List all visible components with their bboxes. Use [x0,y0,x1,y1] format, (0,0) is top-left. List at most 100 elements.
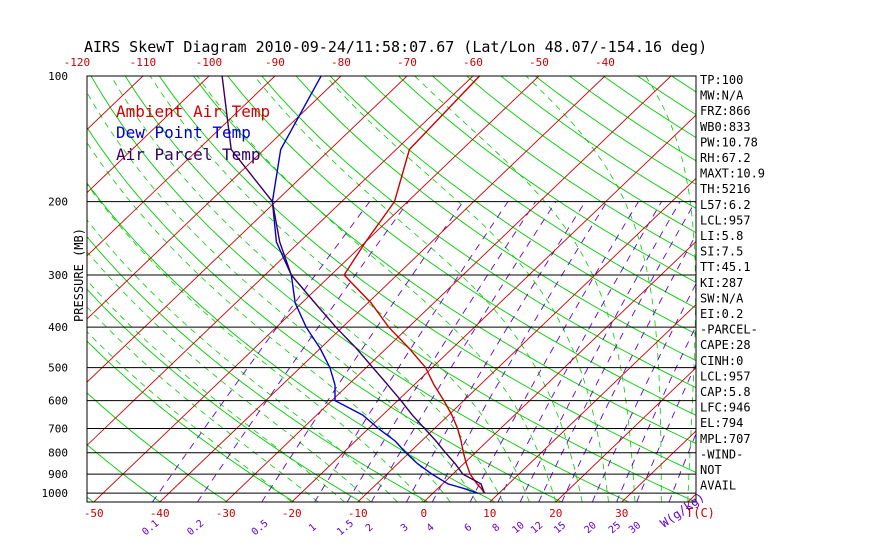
index-entry: CAPE:28 [700,338,751,352]
mixing-ratio-tick-label: 6 [463,522,475,534]
legend-dewpoint: Dew Point Temp [116,123,251,142]
mixing-ratio-line [197,201,409,502]
mixing-ratio-line [346,201,536,502]
index-entry: NOT [700,463,722,477]
isotherm-line [87,76,342,320]
dry-adiabat-line [843,76,870,502]
dry-adiabat-line [87,182,496,502]
isotherm-line [0,76,77,502]
profile-air-parcel-temp [221,76,486,494]
legend-parcel: Air Parcel Temp [116,145,261,164]
mixing-ratio-tick-label: 3 [399,522,411,534]
legend: Ambient Air Temp Dew Point Temp Air Parc… [116,102,270,164]
index-entry: LFC:946 [700,401,751,415]
mixing-ratio-line [152,201,371,502]
profile-dew-point-temp [271,76,479,494]
moist-adiabat-line [87,306,319,502]
mixing-ratio-line [406,201,586,502]
isotherm-line [225,76,672,502]
mixing-ratio-tick-label: 30 [627,520,643,536]
moist-adiabat-line [87,183,425,502]
isotherm-line [159,76,606,502]
isobars [87,201,696,494]
mixing-ratio-lines [152,201,696,502]
bottom-temp-tick-label: -30 [216,507,236,520]
index-entry: L57:6.2 [700,198,751,212]
dry-adiabat-line [774,76,870,502]
dry-adiabat-line [193,76,696,444]
pressure-tick-label: 500 [48,362,68,375]
pressure-tick-label: 700 [48,423,68,436]
dry-adiabat-line [87,288,362,502]
index-entry: LCL:957 [700,369,751,383]
index-entry: TP:100 [700,73,743,87]
top-temp-tick-label: -40 [595,56,615,69]
isotherm-line [555,367,696,502]
bottom-temp-tick-label: -40 [150,507,170,520]
bottom-temp-tick-label: -50 [84,507,104,520]
isotherm-line [87,76,276,257]
dry-adiabat-line [295,76,696,362]
temp-unit-label: T(C) [686,506,715,520]
isotherm-line [87,76,210,194]
mixing-ratio-tick-label: 10 [510,520,526,536]
dry-adiabat-line [87,444,161,502]
isotherm-line [754,76,870,502]
chart-title: AIRS SkewT Diagram 2010-09-24/11:58:07.6… [84,38,707,56]
index-entry: CAP:5.8 [700,385,751,399]
mixing-ratio-tick-label: 0.5 [250,518,271,538]
isotherm-line [87,76,474,446]
dry-adiabat-line [87,340,295,502]
index-entry: TT:45.1 [700,260,751,274]
mixing-ratio-tick-label: 2 [364,522,376,534]
dry-adiabat-line [90,76,629,502]
top-temp-ticks: -120 -110 -100 -90 -80 -70 -60 -50 -40 [64,56,615,69]
index-entry: LI:5.8 [700,229,743,243]
bottom-temp-ticks: -50 -40 -30 -20 -10 0 10 20 30 [84,507,629,520]
profiles [221,76,486,494]
top-temp-tick-label: -90 [265,56,285,69]
top-temp-tick-label: -70 [397,56,417,69]
index-entry: MAXT:10.9 [700,167,765,181]
mixing-ratio-line [370,201,557,502]
dry-adiabat-line [261,76,696,389]
isotherm-line [93,76,540,502]
top-temp-tick-label: -110 [130,56,157,69]
mixing-ratio-line [431,201,608,502]
mixing-ratio-line [519,201,681,502]
bottom-temp-tick-label: 30 [615,507,628,520]
index-entry: AVAIL [700,479,736,493]
moist-adiabat-line [110,76,504,502]
dry-adiabat-line [124,76,696,502]
pressure-tick-label: 900 [48,468,68,481]
dry-adiabat-line [87,236,429,502]
legend-ambient: Ambient Air Temp [116,102,270,121]
dry-adiabat-line [808,76,870,502]
mixing-ratio-tick-label: 4 [425,522,437,534]
isotherm-line [820,76,870,502]
mixing-ratio-line [538,201,696,502]
top-temp-tick-label: -80 [331,56,351,69]
index-entry: RH:67.2 [700,151,751,165]
mixing-ratio-tick-label: 8 [491,522,503,534]
index-entry: PW:10.78 [700,135,758,149]
mixing-ratio-tick-label: 0.1 [140,518,161,538]
moist-adiabat-line [87,141,451,502]
dry-adiabat-line [363,76,696,309]
mixing-ratio-ticks: 0.1 0.2 0.5 1 1.5 2 3 4 6 8 10 12 15 20 25 30 [140,518,643,538]
y-axis-label: PRESSURE (MB) [72,228,86,322]
index-entry: MPL:707 [700,432,751,446]
index-entry: EI:0.2 [700,307,743,321]
mixing-ratio-line [469,201,639,502]
pressure-tick-label: 200 [48,196,68,209]
dry-adiabat-line [432,76,696,258]
moist-adiabat-line [325,76,609,502]
bottom-temp-tick-label: 20 [549,507,562,520]
moist-adiabat-line [87,91,477,502]
mixing-ratio-tick-label: 1 [307,522,319,534]
mixing-ratio-line [636,363,696,502]
isotherm-line [87,76,408,383]
mixing-ratio-tick-label: 25 [607,520,623,536]
pressure-tick-label: 1000 [42,487,69,500]
